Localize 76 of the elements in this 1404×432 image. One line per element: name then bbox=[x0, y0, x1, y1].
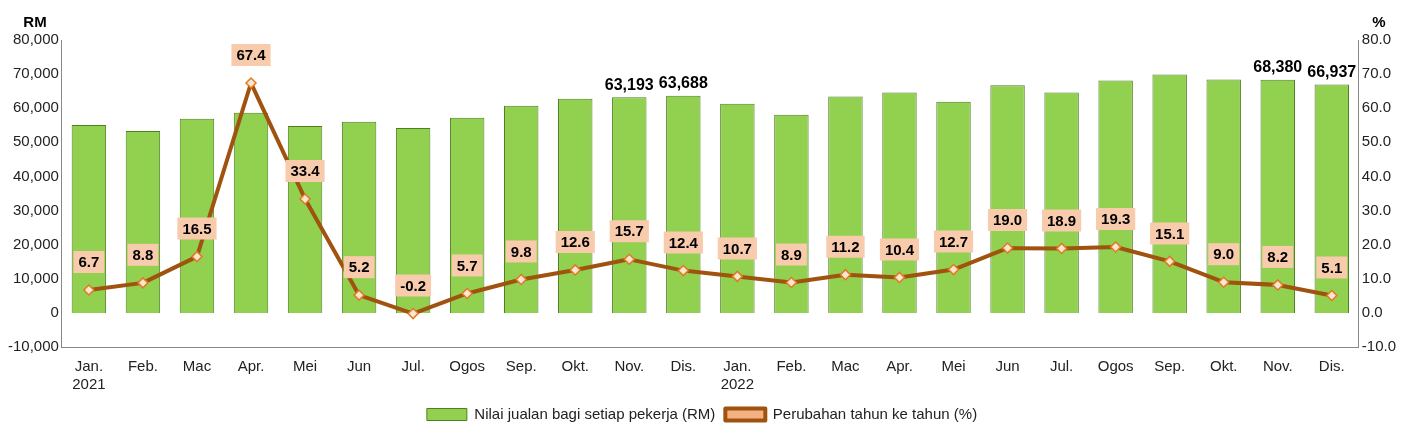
x-tick-label: Ogos bbox=[1097, 357, 1134, 375]
x-tick-label: Mac bbox=[831, 357, 861, 375]
data-label: -0.2 bbox=[400, 276, 427, 294]
data-label: 5.2 bbox=[348, 258, 370, 276]
x-tick-label: Jun bbox=[346, 357, 372, 375]
y-tick-label: 0 bbox=[50, 303, 59, 321]
x-tick-label: Mei bbox=[292, 357, 318, 375]
x-tick-label: Dis. bbox=[670, 357, 697, 375]
x-tick-label: Dis. bbox=[1318, 357, 1345, 375]
x-tick-label: Nov. bbox=[1262, 357, 1293, 375]
x-tick-label: Jan. 2021 bbox=[72, 357, 106, 393]
data-label: 8.9 bbox=[780, 245, 802, 263]
y2-tick-label: 50.0 bbox=[1361, 132, 1392, 150]
x-tick-label: Jun bbox=[995, 357, 1020, 375]
y2-tick-label: 0.0 bbox=[1361, 303, 1383, 321]
x-tick-label: Mac bbox=[182, 357, 212, 375]
x-tick-label: Ogos bbox=[449, 357, 486, 375]
x-tick-label: Nov. bbox=[614, 357, 645, 375]
data-label: 12.4 bbox=[668, 233, 699, 251]
data-label: 19.3 bbox=[1101, 210, 1131, 228]
y2-tick-label: 70.0 bbox=[1361, 64, 1392, 82]
data-label: 11.2 bbox=[831, 237, 860, 255]
legend-label: Nilai jualan bagi setiap pekerja (RM) bbox=[474, 404, 716, 422]
data-label: 16.5 bbox=[182, 219, 212, 237]
y-tick-label: 40,000 bbox=[12, 166, 59, 184]
y-tick-label: 70,000 bbox=[12, 64, 59, 82]
x-tick-label: Jul. bbox=[401, 357, 425, 375]
y2-tick-label: 40.0 bbox=[1361, 166, 1392, 184]
y-tick-label: 60,000 bbox=[12, 98, 59, 116]
data-label: 6.7 bbox=[78, 253, 100, 271]
data-label: 18.9 bbox=[1046, 211, 1077, 229]
y-axis-title: RM bbox=[23, 12, 47, 30]
y2-tick-label: 30.0 bbox=[1361, 200, 1392, 218]
y2-tick-label: -10.0 bbox=[1361, 337, 1397, 355]
y-tick-label: 20,000 bbox=[12, 234, 59, 252]
y2-tick-label: 60.0 bbox=[1361, 98, 1392, 116]
x-tick-label: Sep. bbox=[1154, 357, 1186, 375]
y2-axis-title: % bbox=[1372, 12, 1386, 30]
y-tick-label: 10,000 bbox=[12, 268, 59, 286]
y-tick-label: -10,000 bbox=[8, 337, 59, 355]
x-tick-label: Feb. bbox=[127, 357, 158, 375]
data-label: 68,380 bbox=[1253, 58, 1303, 76]
data-label: 67.4 bbox=[236, 46, 267, 64]
data-label: 15.1 bbox=[1155, 224, 1185, 242]
y-tick-label: 50,000 bbox=[12, 132, 59, 150]
data-label: 63,688 bbox=[658, 74, 708, 92]
x-tick-label: Okt. bbox=[1209, 357, 1238, 375]
y-tick-label: 80,000 bbox=[12, 30, 59, 48]
data-label: 10.4 bbox=[884, 240, 915, 258]
data-label: 10.7 bbox=[722, 239, 752, 257]
x-tick-label: Mei bbox=[941, 357, 966, 375]
y2-tick-label: 10.0 bbox=[1361, 268, 1392, 286]
x-tick-label: Okt. bbox=[561, 357, 589, 375]
data-label: 5.7 bbox=[456, 256, 478, 274]
data-label: 19.0 bbox=[992, 211, 1023, 229]
y2-tick-label: 20.0 bbox=[1361, 234, 1392, 252]
data-label: 15.7 bbox=[614, 222, 644, 240]
data-label: 12.6 bbox=[560, 233, 590, 251]
data-label: 8.8 bbox=[132, 246, 154, 264]
data-label: 9.8 bbox=[510, 242, 532, 260]
x-tick-label: Feb. bbox=[776, 357, 807, 375]
x-tick-label: Jan. 2022 bbox=[720, 357, 755, 393]
x-tick-label: Sep. bbox=[505, 357, 537, 375]
x-tick-label: Jul. bbox=[1049, 357, 1074, 375]
data-label: 66,937 bbox=[1307, 62, 1357, 80]
data-label: 12.7 bbox=[938, 232, 969, 250]
x-tick-label: Apr. bbox=[886, 357, 913, 375]
y-tick-label: 30,000 bbox=[12, 200, 59, 218]
data-label: 33.4 bbox=[290, 162, 321, 180]
legend-label: Perubahan tahun ke tahun (%) bbox=[772, 404, 978, 422]
data-label: 63,193 bbox=[604, 75, 654, 93]
data-label: 5.1 bbox=[1321, 258, 1343, 276]
data-label: 9.0 bbox=[1213, 245, 1235, 263]
y2-tick-label: 80.0 bbox=[1361, 30, 1392, 48]
data-label: 8.2 bbox=[1267, 248, 1289, 266]
x-tick-label: Apr. bbox=[237, 357, 265, 375]
